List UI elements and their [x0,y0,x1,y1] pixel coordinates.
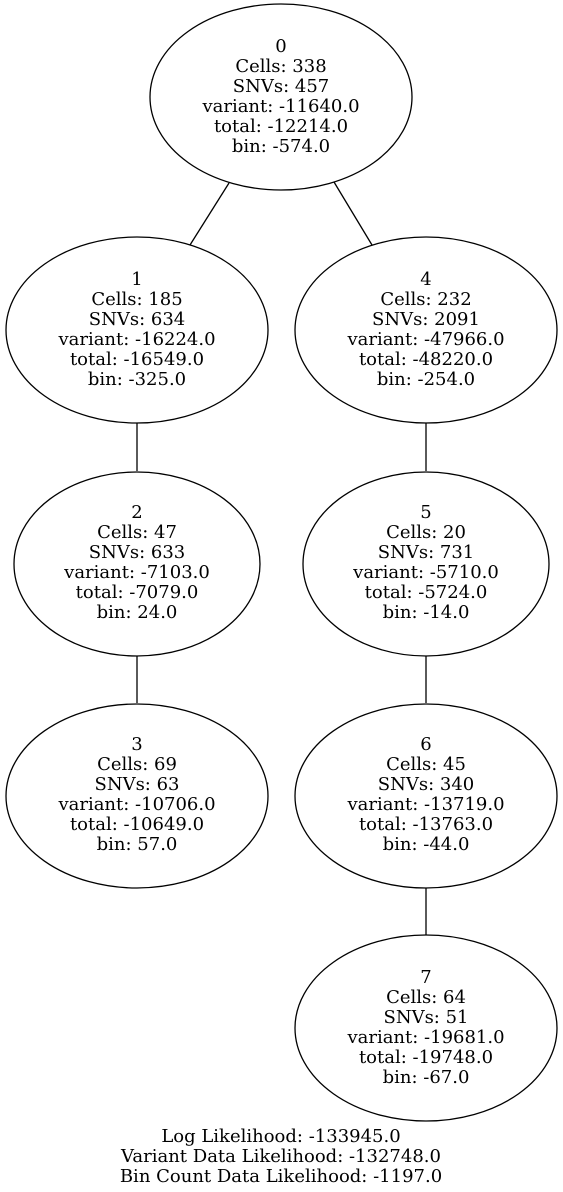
edge-0-4 [333,181,373,246]
node-ellipse [294,236,558,424]
node-label-variant: variant: -16224.0 [57,329,215,350]
node-label-cells: Cells: 20 [386,522,466,543]
node-label-snvs: SNVs: 340 [378,774,474,795]
node-label-cells: Cells: 338 [235,56,326,77]
node-label-total: total: -16549.0 [70,349,204,370]
node-ellipse [5,703,269,889]
node-ellipse [294,703,558,889]
node-label-bin: bin: 57.0 [97,834,178,855]
node-label-cells: Cells: 47 [97,522,177,543]
node-label-id: 2 [131,502,142,523]
node-label-cells: Cells: 232 [380,289,471,310]
node-label-snvs: SNVs: 51 [383,1007,468,1028]
node-label-snvs: SNVs: 457 [233,76,329,97]
node-label-cells: Cells: 45 [386,754,466,775]
node-ellipse [5,236,269,424]
bin-count-likelihood-label: Bin Count Data Likelihood: -1197.0 [120,1166,442,1187]
node-label-id: 0 [275,36,286,57]
tree-node: 0 Cells: 338 SNVs: 457 variant: -11640.0… [149,3,413,191]
node-label-bin: bin: -254.0 [377,369,475,390]
tree-node: 5 Cells: 20 SNVs: 731 variant: -5710.0 t… [302,471,550,657]
tree-node: 2 Cells: 47 SNVs: 633 variant: -7103.0 t… [13,471,261,657]
node-label-bin: bin: -14.0 [383,602,470,623]
node-label-snvs: SNVs: 63 [94,774,179,795]
node-label-total: total: -10649.0 [70,814,204,835]
node-label-bin: bin: -574.0 [232,136,330,157]
node-ellipse [302,471,550,657]
tree-node: 7 Cells: 64 SNVs: 51 variant: -19681.0 t… [294,934,558,1122]
node-ellipse [149,3,413,191]
node-label-total: total: -7079.0 [76,582,199,603]
node-label-variant: variant: -47966.0 [346,329,504,350]
node-label-bin: bin: 24.0 [97,602,178,623]
node-label-id: 5 [420,502,431,523]
node-label-snvs: SNVs: 634 [89,309,185,330]
node-label-snvs: SNVs: 2091 [372,309,480,330]
node-label-cells: Cells: 64 [386,987,466,1008]
tree-node: 6 Cells: 45 SNVs: 340 variant: -13719.0 … [294,703,558,889]
node-label-bin: bin: -67.0 [383,1067,470,1088]
node-label-variant: variant: -19681.0 [346,1027,504,1048]
log-likelihood-label: Log Likelihood: -133945.0 [161,1126,400,1147]
tree-node: 3 Cells: 69 SNVs: 63 variant: -10706.0 t… [5,703,269,889]
node-label-total: total: -19748.0 [359,1047,493,1068]
node-label-id: 3 [131,734,142,755]
node-label-variant: variant: -10706.0 [57,794,215,815]
node-label-cells: Cells: 69 [97,754,177,775]
node-label-variant: variant: -5710.0 [352,562,499,583]
node-label-id: 6 [420,734,431,755]
node-label-total: total: -5724.0 [365,582,488,603]
node-label-id: 7 [420,967,431,988]
node-label-id: 4 [420,269,431,290]
node-ellipse [294,934,558,1122]
edge-0-1 [189,182,230,246]
node-label-variant: variant: -7103.0 [63,562,210,583]
node-label-total: total: -13763.0 [359,814,493,835]
node-label-bin: bin: -44.0 [383,834,470,855]
node-label-variant: variant: -13719.0 [346,794,504,815]
tree-node: 1 Cells: 185 SNVs: 634 variant: -16224.0… [5,236,269,424]
node-label-total: total: -12214.0 [214,116,348,137]
node-ellipse [13,471,261,657]
node-label-snvs: SNVs: 633 [89,542,185,563]
variant-likelihood-label: Variant Data Likelihood: -132748.0 [120,1146,441,1167]
node-label-id: 1 [131,269,142,290]
node-label-cells: Cells: 185 [91,289,182,310]
node-label-total: total: -48220.0 [359,349,493,370]
node-label-snvs: SNVs: 731 [378,542,474,563]
node-label-variant: variant: -11640.0 [201,96,359,117]
node-label-bin: bin: -325.0 [88,369,186,390]
likelihood-summary: Log Likelihood: -133945.0 Variant Data L… [120,1126,442,1187]
tree-node: 4 Cells: 232 SNVs: 2091 variant: -47966.… [294,236,558,424]
